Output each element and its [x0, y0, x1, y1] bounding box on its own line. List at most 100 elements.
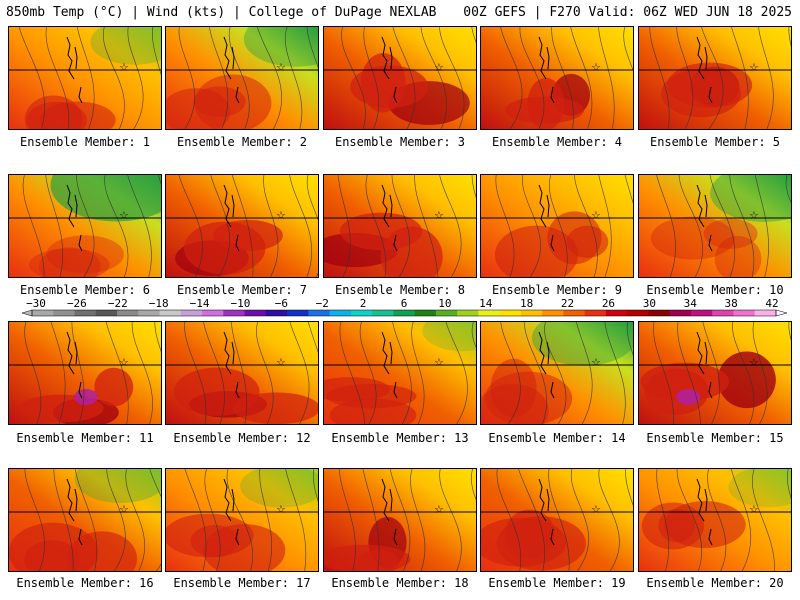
- scale-swatch: [393, 310, 416, 316]
- contour-line: [549, 175, 568, 277]
- contour-line: [74, 469, 98, 571]
- contour-line: [731, 27, 749, 129]
- contour-line: [389, 469, 411, 571]
- scale-swatch: [95, 310, 118, 316]
- warm-region: [350, 65, 429, 108]
- warm-region: [183, 221, 266, 275]
- contour-line: [598, 469, 620, 571]
- contour-line: [785, 175, 791, 204]
- coastline: [538, 36, 555, 104]
- location-star-icon: ☆: [276, 503, 286, 516]
- temperature-map: ☆: [166, 469, 318, 571]
- contour-line: [184, 322, 207, 424]
- member-map-panel: ☆: [165, 26, 319, 130]
- scale-swatch: [244, 310, 267, 316]
- temperature-field: [639, 175, 791, 277]
- member-caption: Ensemble Member: 5: [649, 135, 781, 149]
- contour-line: [285, 27, 303, 129]
- contour-line: [522, 175, 541, 277]
- contour-line: [263, 175, 279, 277]
- contour-line: [439, 469, 462, 571]
- location-star-icon: ☆: [591, 503, 601, 516]
- contour-line: [203, 322, 225, 424]
- contour-line: [76, 27, 95, 129]
- contour-line: [410, 469, 426, 571]
- member-map-panel: ☆: [8, 174, 162, 278]
- contour-line: [338, 469, 356, 571]
- member-caption: Ensemble Member: 13: [331, 431, 469, 445]
- location-star-icon: ☆: [749, 503, 759, 516]
- contour-line: [574, 175, 598, 277]
- warm-region: [9, 522, 98, 571]
- warm-region: [166, 513, 254, 558]
- member-caption: Ensemble Member: 16: [16, 576, 154, 590]
- temperature-map: ☆: [166, 27, 318, 129]
- member-map-panel: ☆: [323, 26, 477, 130]
- contour-line: [623, 27, 633, 71]
- member-caption: Ensemble Member: 8: [334, 283, 466, 297]
- contour-line: [523, 322, 547, 424]
- temperature-map: ☆: [324, 175, 476, 277]
- contour-line: [228, 27, 250, 129]
- warm-region: [640, 362, 729, 401]
- member-caption: Ensemble Member: 20: [646, 576, 784, 590]
- scale-swatch: [180, 310, 203, 316]
- warm-region: [46, 235, 125, 274]
- member-caption: Ensemble Member: 15: [646, 431, 784, 445]
- location-star-icon: ☆: [434, 503, 444, 516]
- scale-swatch: [74, 310, 97, 316]
- location-star-icon: ☆: [119, 503, 129, 516]
- location-star-icon: ☆: [591, 61, 601, 74]
- contour-line: [676, 27, 694, 129]
- warm-region: [661, 69, 741, 118]
- temperature-map: ☆: [9, 322, 161, 424]
- contour-line: [307, 322, 318, 353]
- location-star-icon: ☆: [749, 356, 759, 369]
- cool-region: [710, 175, 791, 222]
- scale-swatch: [435, 310, 458, 316]
- contour-line: [256, 322, 274, 424]
- contour-line: [341, 27, 366, 129]
- contour-line: [439, 27, 465, 129]
- contour-line: [649, 27, 670, 129]
- coastline: [381, 478, 398, 546]
- warm-region: [39, 101, 116, 129]
- scale-swatch: [648, 310, 671, 316]
- contour-line: [152, 27, 161, 76]
- warm-region: [494, 225, 579, 277]
- member-map-panel: ☆: [165, 321, 319, 425]
- contour-line: [678, 175, 704, 277]
- scale-swatch: [627, 310, 649, 316]
- scale-swatch: [223, 310, 246, 316]
- location-star-icon: ☆: [434, 209, 444, 222]
- scale-tick-label: 26: [602, 298, 615, 310]
- contour-line: [178, 175, 203, 277]
- contour-line: [495, 175, 515, 277]
- contour-line: [576, 322, 593, 424]
- scale-tick-label: −2: [316, 298, 329, 310]
- contour-line: [127, 27, 144, 129]
- member-caption: Ensemble Member: 9: [491, 283, 623, 297]
- scale-swatch: [733, 310, 756, 316]
- contour-line: [604, 322, 626, 424]
- contour-line: [22, 175, 45, 277]
- scale-tick-label: 2: [360, 298, 367, 310]
- temperature-map: ☆: [166, 175, 318, 277]
- scale-swatch: [669, 310, 692, 316]
- contour-line: [445, 322, 468, 424]
- contour-line: [500, 27, 523, 129]
- scale-tick-label: −30: [26, 298, 46, 310]
- location-star-icon: ☆: [119, 61, 129, 74]
- contour-line: [551, 27, 574, 129]
- contour-line: [71, 322, 85, 424]
- contour-line: [204, 469, 221, 571]
- scale-swatch: [265, 310, 288, 316]
- scale-swatch: [605, 310, 628, 316]
- member-map-panel: ☆: [8, 321, 162, 425]
- location-star-icon: ☆: [276, 209, 286, 222]
- contour-line: [363, 27, 379, 129]
- cool-region: [422, 322, 476, 352]
- member-caption: Ensemble Member: 11: [16, 431, 154, 445]
- warm-region: [29, 248, 110, 277]
- scale-tick-label: −22: [108, 298, 128, 310]
